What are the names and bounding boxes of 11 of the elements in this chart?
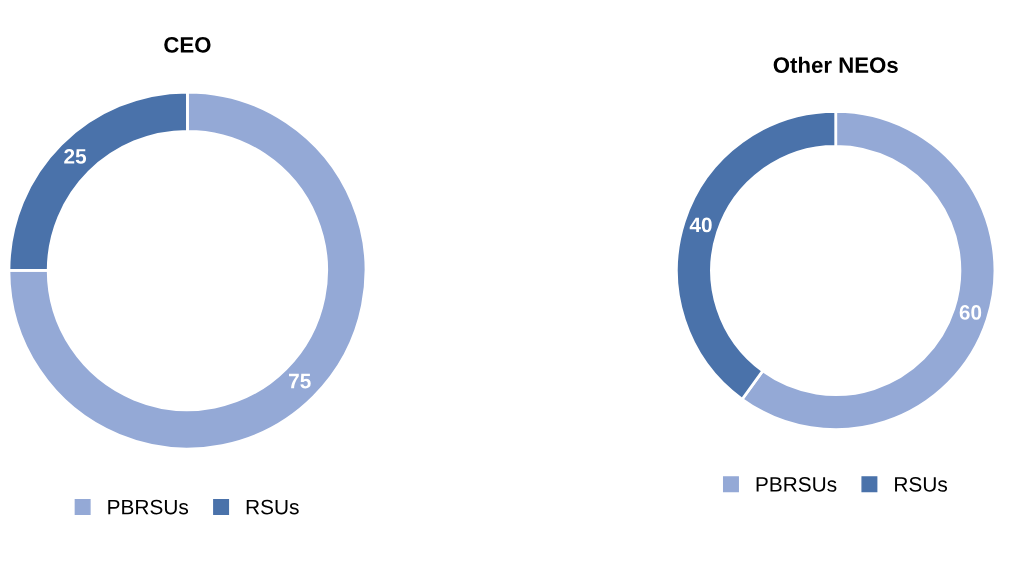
donut-slice	[7, 90, 368, 451]
data-label: 40	[689, 217, 712, 233]
data-label: 25	[64, 149, 87, 164]
chart-title: Other NEOs	[773, 56, 898, 73]
legend-label: RSUs	[895, 476, 948, 492]
legend-label: RSUs	[246, 499, 299, 515]
data-label: 60	[959, 305, 982, 320]
chart-title: CEO	[164, 37, 211, 53]
legend-label: PBRSUs	[756, 476, 837, 492]
legend-label: PBRSUs	[108, 499, 189, 515]
data-label: 75	[289, 373, 311, 389]
